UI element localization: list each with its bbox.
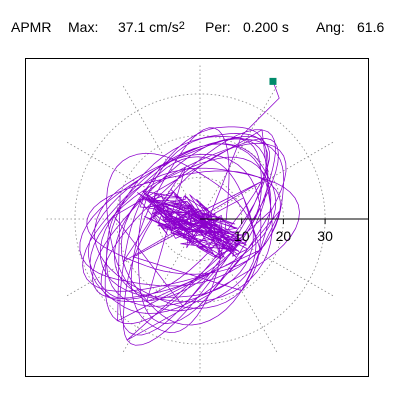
max-exponent: 2 [178,20,185,32]
angle-value: 61.6 [357,19,385,35]
max-value-text: 37.1 cm/s [118,19,179,35]
max-label: Max: [68,19,99,35]
max-value: 37.1 cm/s2 [118,20,185,35]
chart-header: APMR Max: 37.1 cm/s2 Per: 0.200 s Ang: 6… [0,0,400,50]
orbit-plot: 10 20 30 [45,64,368,374]
x-axis-tick-label-20: 20 [276,228,292,244]
angle-label: Ang: [316,19,345,35]
x-axis-tick-label-10: 10 [234,228,250,244]
grid-spoke-120 [122,84,201,220]
series-label: APMR [11,19,52,35]
grid-spoke-60 [199,84,278,220]
plot-frame: 10 20 30 [25,58,369,377]
x-axis-tick-label-30: 30 [317,228,333,244]
grid-spoke-300 [199,218,278,354]
grid-spoke-330 [199,218,335,297]
orbit-trace [79,81,300,346]
period-label: Per: [205,19,231,35]
period-value: 0.200 s [243,19,289,35]
peak-marker [269,77,277,85]
